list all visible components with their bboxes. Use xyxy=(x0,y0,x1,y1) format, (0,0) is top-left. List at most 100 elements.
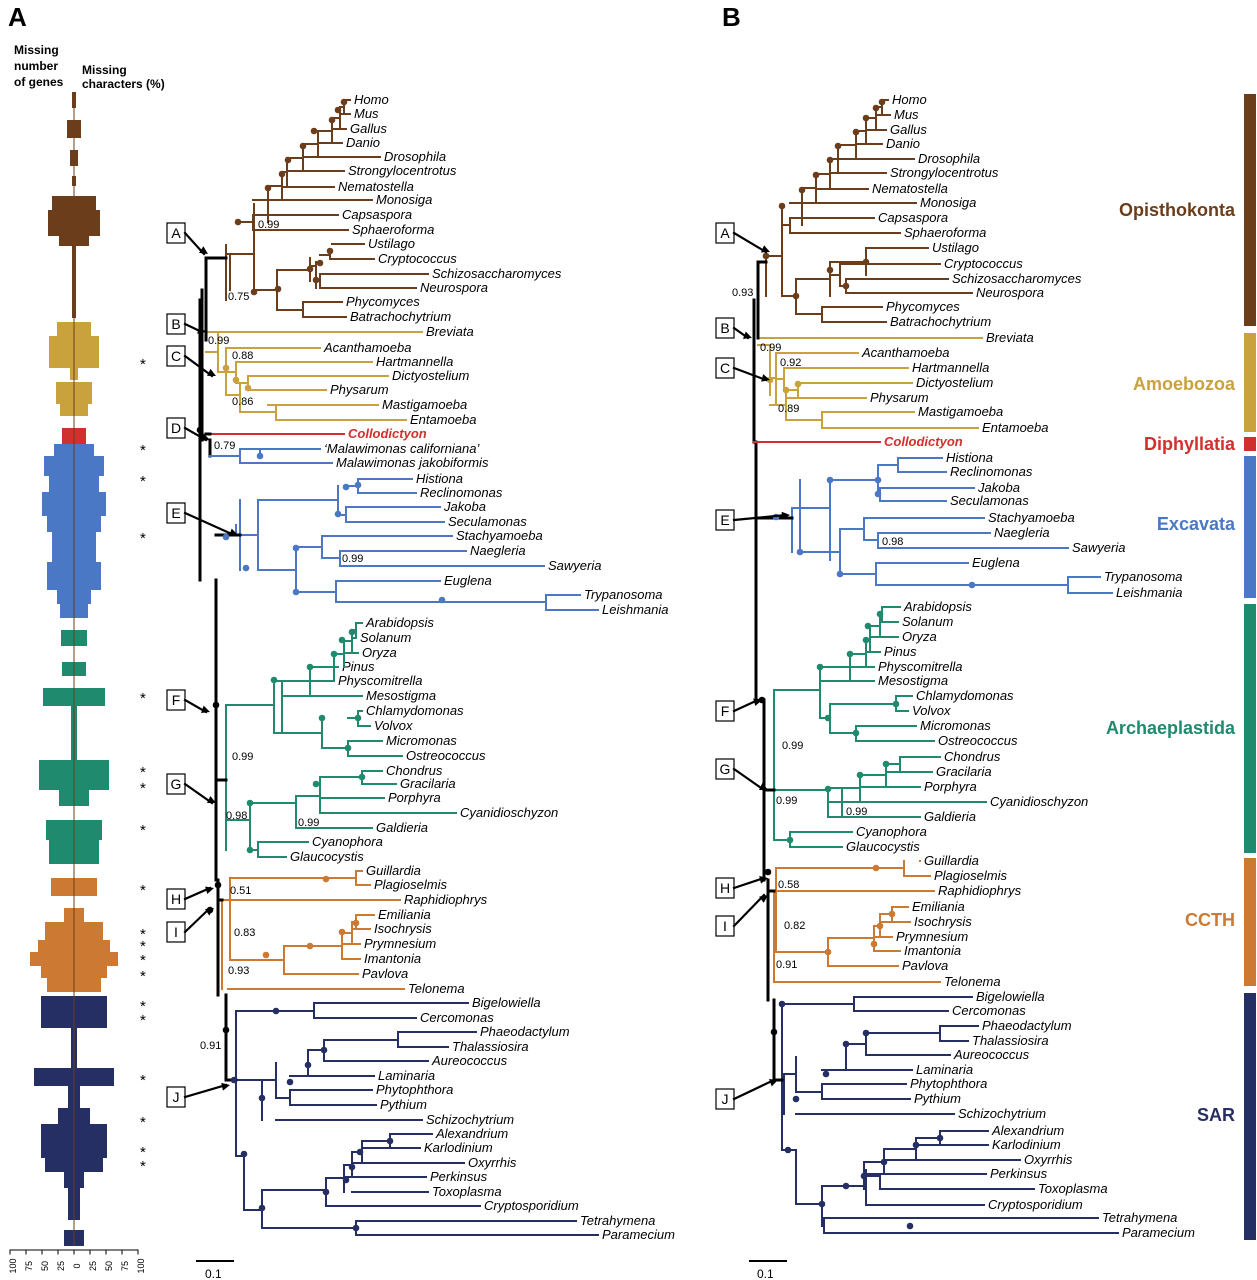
node-dot xyxy=(874,476,882,484)
node-dot xyxy=(234,218,242,226)
taxon-label: Bigelowiella xyxy=(472,995,541,1010)
node-dot xyxy=(762,252,770,260)
group-name-archaeplastida: Archaeplastida xyxy=(1106,718,1236,738)
taxon-label: Toxoplasma xyxy=(432,1184,502,1199)
support-value: 0.99 xyxy=(298,817,319,829)
support-value: 0.93 xyxy=(732,287,753,299)
taxon-label: Monosiga xyxy=(920,195,976,210)
taxon-label: Neurospora xyxy=(976,285,1044,300)
taxon-label: Cyanidioschyzon xyxy=(460,805,558,820)
node-arrowhead xyxy=(759,782,768,790)
support-value: 0.91 xyxy=(776,959,797,971)
taxon-label: Stachyamoeba xyxy=(988,510,1075,525)
support-value: 0.99 xyxy=(258,219,279,231)
node-dot xyxy=(796,548,804,556)
taxon-label: Capsaspora xyxy=(342,207,412,222)
taxon-label: Oxyrrhis xyxy=(468,1155,517,1170)
taxon-label: ‘Malawimonas californiana’ xyxy=(324,441,480,456)
taxon-label: Hartmannella xyxy=(912,360,989,375)
node-dot xyxy=(872,104,880,112)
node-dot xyxy=(888,910,896,918)
taxon-label: Physarum xyxy=(870,390,929,405)
group-name-ccth: CCTH xyxy=(1185,910,1235,930)
node-dot xyxy=(784,1146,792,1154)
taxon-label: Seculamonas xyxy=(448,514,527,529)
taxon-label: Micromonas xyxy=(920,718,991,733)
support-value: 0.99 xyxy=(776,795,797,807)
taxon-label: Reclinomonas xyxy=(950,464,1033,479)
node-dot xyxy=(306,265,314,273)
group-bar-opisthokonta xyxy=(1244,94,1256,326)
taxon-label: Sawyeria xyxy=(548,558,601,573)
node-dot xyxy=(862,114,870,122)
node-box-label: G xyxy=(720,761,731,777)
group-bar-amoebozoa xyxy=(1244,333,1256,432)
taxon-label: Phytophthora xyxy=(910,1076,987,1091)
node-dot xyxy=(246,799,254,807)
node-dot xyxy=(824,714,832,722)
taxon-label: Laminaria xyxy=(916,1062,973,1077)
node-dot xyxy=(304,1061,312,1069)
node-dot xyxy=(860,1172,868,1180)
node-dot xyxy=(826,266,834,274)
taxon-label: Euglena xyxy=(444,573,492,588)
node-dot xyxy=(770,1028,778,1036)
node-box-label: J xyxy=(173,1089,180,1105)
node-dot xyxy=(824,785,832,793)
node-dot xyxy=(882,760,890,768)
node-dot xyxy=(240,1150,248,1158)
taxon-label: Imantonia xyxy=(904,943,961,958)
node-dot xyxy=(318,714,326,722)
node-arrowhead xyxy=(205,908,214,916)
taxon-label: Pinus xyxy=(884,644,917,659)
taxon-label: Emiliania xyxy=(912,899,965,914)
support-value: 0.51 xyxy=(230,885,251,897)
axis-tick-label: 100 xyxy=(8,1258,18,1273)
node-arrowhead xyxy=(199,246,208,254)
group-bar-archaeplastida xyxy=(1244,604,1256,853)
support-value: 0.79 xyxy=(214,440,235,452)
taxon-label: Mastigamoeba xyxy=(918,404,1003,419)
taxon-label: Volvox xyxy=(374,718,413,733)
node-dot xyxy=(912,1141,920,1149)
taxon-label: Phycomyces xyxy=(346,294,420,309)
node-dot xyxy=(438,596,446,604)
taxon-label: Pythium xyxy=(380,1097,427,1112)
taxon-label: Seculamonas xyxy=(950,493,1029,508)
taxon-label: Pythium xyxy=(914,1091,961,1106)
node-dot xyxy=(222,364,230,372)
taxon-label: Danio xyxy=(886,136,920,151)
node-dot xyxy=(212,701,220,709)
node-dot xyxy=(386,1137,394,1145)
node-arrowhead xyxy=(743,331,752,339)
node-dot xyxy=(870,940,878,948)
node-box-label: B xyxy=(171,316,180,332)
taxon-label: Ostreococcus xyxy=(938,733,1018,748)
node-dot xyxy=(862,1029,870,1037)
node-arrowhead xyxy=(759,876,768,884)
node-dot xyxy=(878,98,886,106)
node-dot xyxy=(272,1007,280,1015)
taxon-label: Mesostigma xyxy=(878,673,948,688)
taxon-label: Gallus xyxy=(350,121,387,136)
node-dot xyxy=(338,928,346,936)
node-dot xyxy=(862,636,870,644)
axis-tick-label: 50 xyxy=(104,1261,114,1271)
group-name-opisthokonta: Opisthokonta xyxy=(1119,200,1236,220)
node-dot xyxy=(778,1000,786,1008)
taxon-label: Sphaeroforma xyxy=(904,225,986,240)
node-arrow xyxy=(732,1078,776,1101)
node-dot xyxy=(846,650,854,658)
taxon-label: Arabidopsis xyxy=(365,615,434,630)
asterisk: * xyxy=(140,1114,146,1131)
taxon-label: Pavlova xyxy=(362,966,408,981)
taxon-label: Oxyrrhis xyxy=(1024,1152,1073,1167)
taxon-label: Cercomonas xyxy=(420,1010,494,1025)
taxon-label: Micromonas xyxy=(386,733,457,748)
taxon-label: Nematostella xyxy=(338,179,414,194)
node-dot xyxy=(852,128,860,136)
taxon-label: Collodictyon xyxy=(884,434,963,449)
taxon-label: Gracilaria xyxy=(936,764,992,779)
node-dot xyxy=(798,186,806,194)
node-arrow xyxy=(732,876,766,890)
